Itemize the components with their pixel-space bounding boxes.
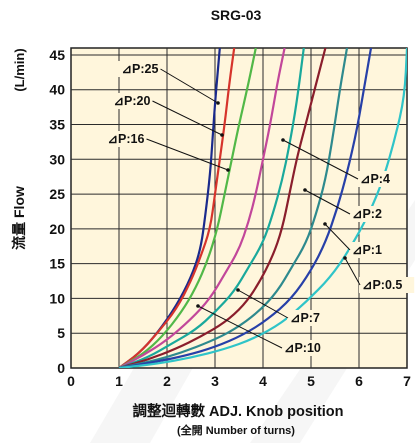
annotation-leader <box>160 68 219 104</box>
x-axis-sublabel: (全開 Number of turns) <box>177 423 295 437</box>
series-line <box>118 48 373 368</box>
x-tick-label: 2 <box>163 373 171 389</box>
annotation-leader <box>304 189 351 215</box>
x-tick-label: 1 <box>115 373 123 389</box>
annotation-bg <box>102 131 150 147</box>
annotation-bg <box>116 61 164 77</box>
series-line <box>118 48 327 368</box>
series-label: ⊿P:20 <box>114 94 151 108</box>
annotation-bg <box>359 277 415 293</box>
annotation-bg <box>287 310 326 326</box>
annotations: ⊿P:25 ⊿P:20 ⊿P:16 ⊿P:4 ⊿P:2 ⊿P:1 ⊿P:0.5 ⊿P:7 ⊿P:… <box>102 61 415 356</box>
annotation-dot <box>236 288 240 292</box>
series-line <box>118 48 305 368</box>
series-label: ⊿P:0.5 <box>362 278 402 292</box>
y-tick-label: 5 <box>57 325 65 341</box>
annotation-bg <box>281 340 328 356</box>
series-label: ⊿P:25 <box>122 62 159 76</box>
y-tick-label: 0 <box>57 360 65 376</box>
series-label: ⊿P:2 <box>352 207 382 221</box>
series-line <box>118 48 407 368</box>
annotation-dot <box>303 188 307 192</box>
annotation-leader <box>282 139 359 180</box>
annotation-dot <box>323 222 327 226</box>
y-tick-label: 20 <box>49 221 65 237</box>
annotation-leader <box>237 289 289 319</box>
y-axis-label: 流量 Flow <box>11 186 27 250</box>
series-line <box>118 48 257 368</box>
annotation-bg <box>357 171 396 187</box>
annotation-leader <box>146 138 229 171</box>
annotation-dot <box>196 304 200 308</box>
x-tick-label: 4 <box>259 373 267 389</box>
y-tick-label: 30 <box>49 151 65 167</box>
annotation-leader <box>344 257 361 286</box>
annotation-leader <box>152 100 223 136</box>
annotation-leader <box>197 305 283 349</box>
y-tick-label: 45 <box>49 47 65 63</box>
series-label: ⊿P:7 <box>290 311 320 325</box>
x-tick-label: 7 <box>403 373 411 389</box>
annotation-dot <box>226 168 230 172</box>
series-label: ⊿P:1 <box>352 243 382 257</box>
annotation-dot <box>216 101 220 105</box>
annotation-dot <box>281 138 285 142</box>
y-tick-label: 10 <box>49 290 65 306</box>
x-tick-label: 6 <box>355 373 363 389</box>
annotation-bg <box>349 206 388 222</box>
x-tick-label: 3 <box>211 373 219 389</box>
series-line <box>118 48 286 368</box>
y-unit-label: (L/min) <box>12 48 27 91</box>
series-label: ⊿P:16 <box>108 132 145 146</box>
y-tick-label: 15 <box>49 256 65 272</box>
y-tick-label: 40 <box>49 82 65 98</box>
y-tick-label: 35 <box>49 117 65 133</box>
chart-title: SRG-03 <box>211 7 262 23</box>
series-line <box>118 48 349 368</box>
annotation-leader <box>324 223 351 251</box>
annotation-dot <box>220 133 224 137</box>
y-tick-label: 25 <box>49 186 65 202</box>
x-tick-label: 5 <box>307 373 315 389</box>
series-label: ⊿P:10 <box>284 341 321 355</box>
x-tick-label: 0 <box>67 373 75 389</box>
x-axis-label: 調整迴轉數 ADJ. Knob position <box>132 402 343 420</box>
annotation-bg <box>349 242 388 258</box>
series-label: ⊿P:4 <box>360 172 390 186</box>
annotation-bg <box>108 93 156 109</box>
annotation-dot <box>343 256 347 260</box>
